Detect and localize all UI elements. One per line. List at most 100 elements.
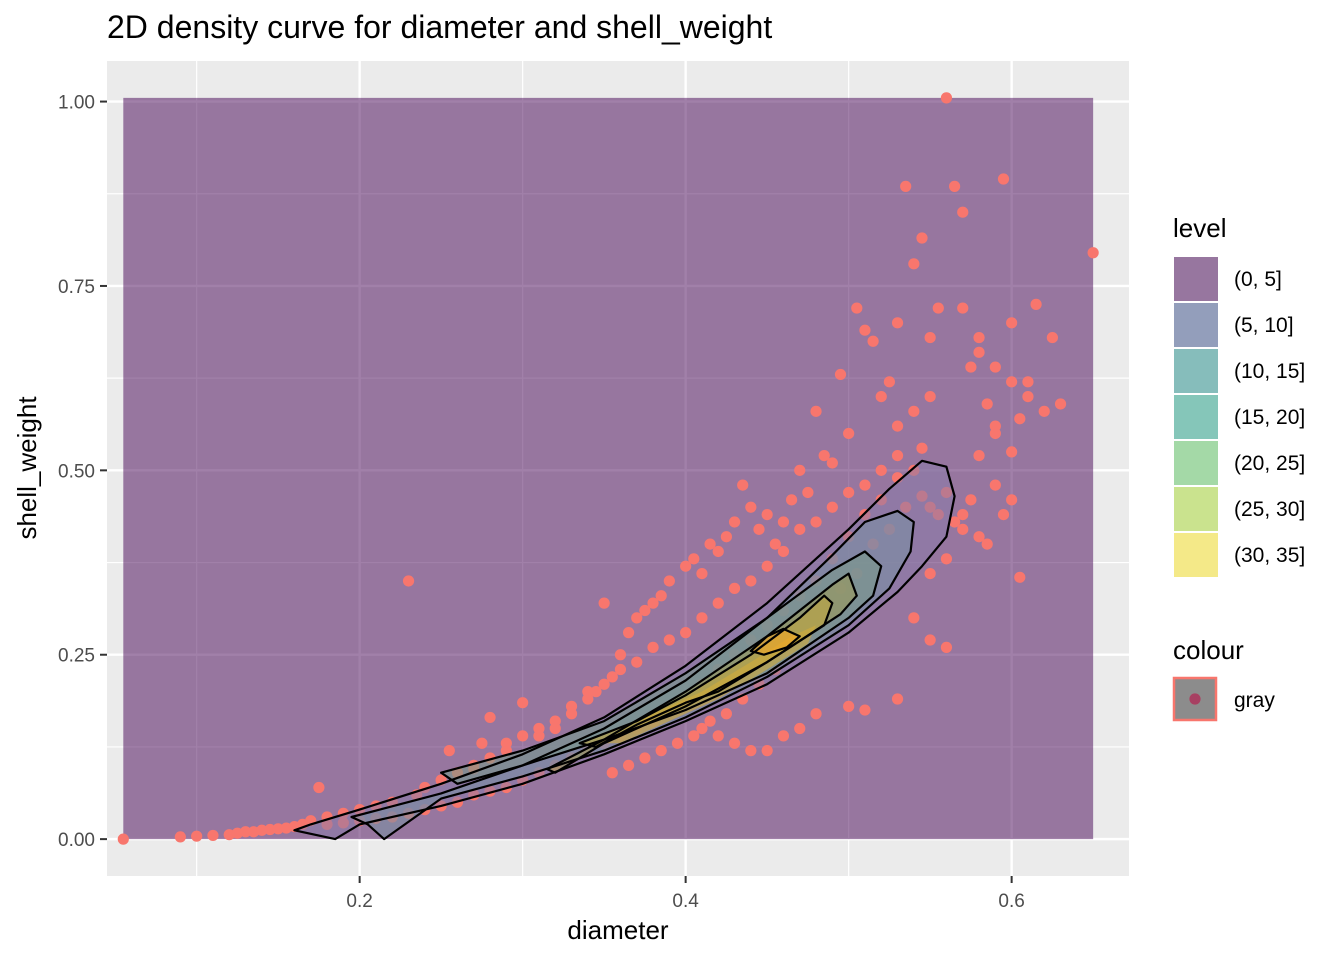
legend-label: (15, 20]: [1234, 406, 1305, 429]
data-point: [680, 627, 692, 639]
data-point: [989, 361, 1001, 373]
data-point: [973, 331, 985, 344]
data-point: [957, 508, 969, 521]
data-point: [957, 206, 969, 218]
data-point: [810, 516, 822, 528]
data-point: [802, 486, 814, 499]
data-point: [728, 582, 741, 594]
data-point: [639, 604, 651, 617]
contour-fill: [547, 573, 857, 773]
data-point: [973, 449, 985, 462]
data-point: [517, 697, 529, 709]
data-point: [117, 833, 129, 845]
legend-label: gray: [1234, 689, 1275, 712]
data-point: [769, 538, 781, 550]
data-point: [1014, 413, 1026, 425]
data-point: [1006, 317, 1018, 329]
data-point: [843, 486, 855, 499]
data-point: [647, 597, 659, 609]
data-point: [272, 823, 284, 835]
data-point: [500, 737, 512, 749]
data-point: [859, 704, 871, 716]
legend-label: (25, 30]: [1234, 498, 1305, 521]
data-point: [728, 737, 741, 749]
contour-line: [749, 627, 801, 656]
data-point: [826, 457, 838, 469]
data-point: [174, 831, 186, 843]
data-point: [761, 745, 773, 757]
data-point: [883, 376, 895, 388]
data-point: [517, 730, 529, 742]
data-point: [663, 575, 675, 587]
data-point: [948, 516, 961, 528]
data-point: [843, 700, 855, 712]
data-point: [794, 523, 806, 535]
x-tick-label: 0.6: [998, 891, 1024, 912]
data-point: [671, 737, 684, 749]
data-point: [761, 560, 773, 572]
data-point: [989, 420, 1001, 432]
data-point: [843, 427, 855, 440]
data-point: [761, 508, 773, 521]
data-point: [533, 722, 545, 735]
data-point: [1006, 494, 1018, 506]
y-tick-label: 0.00: [58, 830, 95, 851]
data-point: [1014, 571, 1026, 583]
contour-line: [440, 550, 883, 785]
data-point: [794, 722, 806, 735]
data-point: [590, 686, 602, 698]
data-point: [875, 464, 887, 476]
data-point: [875, 390, 887, 403]
legend-title-colour: colour: [1173, 635, 1244, 665]
legend-label: (10, 15]: [1234, 360, 1305, 383]
data-point: [712, 730, 724, 742]
data-point: [981, 538, 993, 550]
data-point: [924, 634, 936, 646]
data-point: [1030, 298, 1042, 310]
contour-layer: [293, 459, 956, 841]
data-point: [867, 335, 879, 347]
data-point: [1087, 247, 1099, 259]
contour-fill: [294, 460, 955, 840]
data-point: [826, 501, 838, 513]
data-point: [785, 494, 798, 506]
y-axis: 0.00 0.25 0.50 0.75 1.00: [58, 93, 107, 851]
data-point: [834, 368, 847, 381]
data-point: [818, 449, 830, 462]
data-point: [851, 302, 863, 314]
data-point: [191, 830, 203, 842]
data-point: [256, 824, 268, 836]
data-point: [940, 553, 953, 565]
contour-line: [350, 509, 915, 841]
data-point: [916, 442, 928, 454]
data-point: [696, 568, 708, 580]
data-point: [614, 663, 627, 676]
data-point: [981, 398, 993, 410]
data-point: [948, 180, 961, 192]
x-axis-title: diameter: [567, 915, 668, 945]
data-point: [932, 302, 944, 314]
data-point: [639, 752, 651, 764]
data-point: [728, 516, 741, 528]
data-point: [606, 767, 618, 779]
data-point: [264, 823, 276, 836]
data-point: [655, 590, 667, 602]
data-point: [965, 494, 977, 506]
data-point: [313, 781, 325, 794]
legend-label: (5, 10]: [1234, 314, 1294, 337]
data-point: [940, 92, 953, 104]
data-point: [908, 612, 920, 624]
data-point: [207, 829, 219, 842]
legend-key: [1174, 533, 1218, 577]
data-point: [973, 346, 985, 358]
data-point: [1006, 446, 1018, 458]
legend-area: level (0, 5] (5, 10] (10, 15] (15, 20] (20, 2…: [1172, 213, 1305, 722]
data-point: [1022, 376, 1034, 388]
data-point: [908, 405, 920, 417]
data-point: [753, 523, 765, 535]
data-point: [777, 730, 790, 742]
legend-key: [1174, 395, 1218, 439]
data-point: [777, 545, 790, 558]
data-point: [745, 501, 757, 513]
